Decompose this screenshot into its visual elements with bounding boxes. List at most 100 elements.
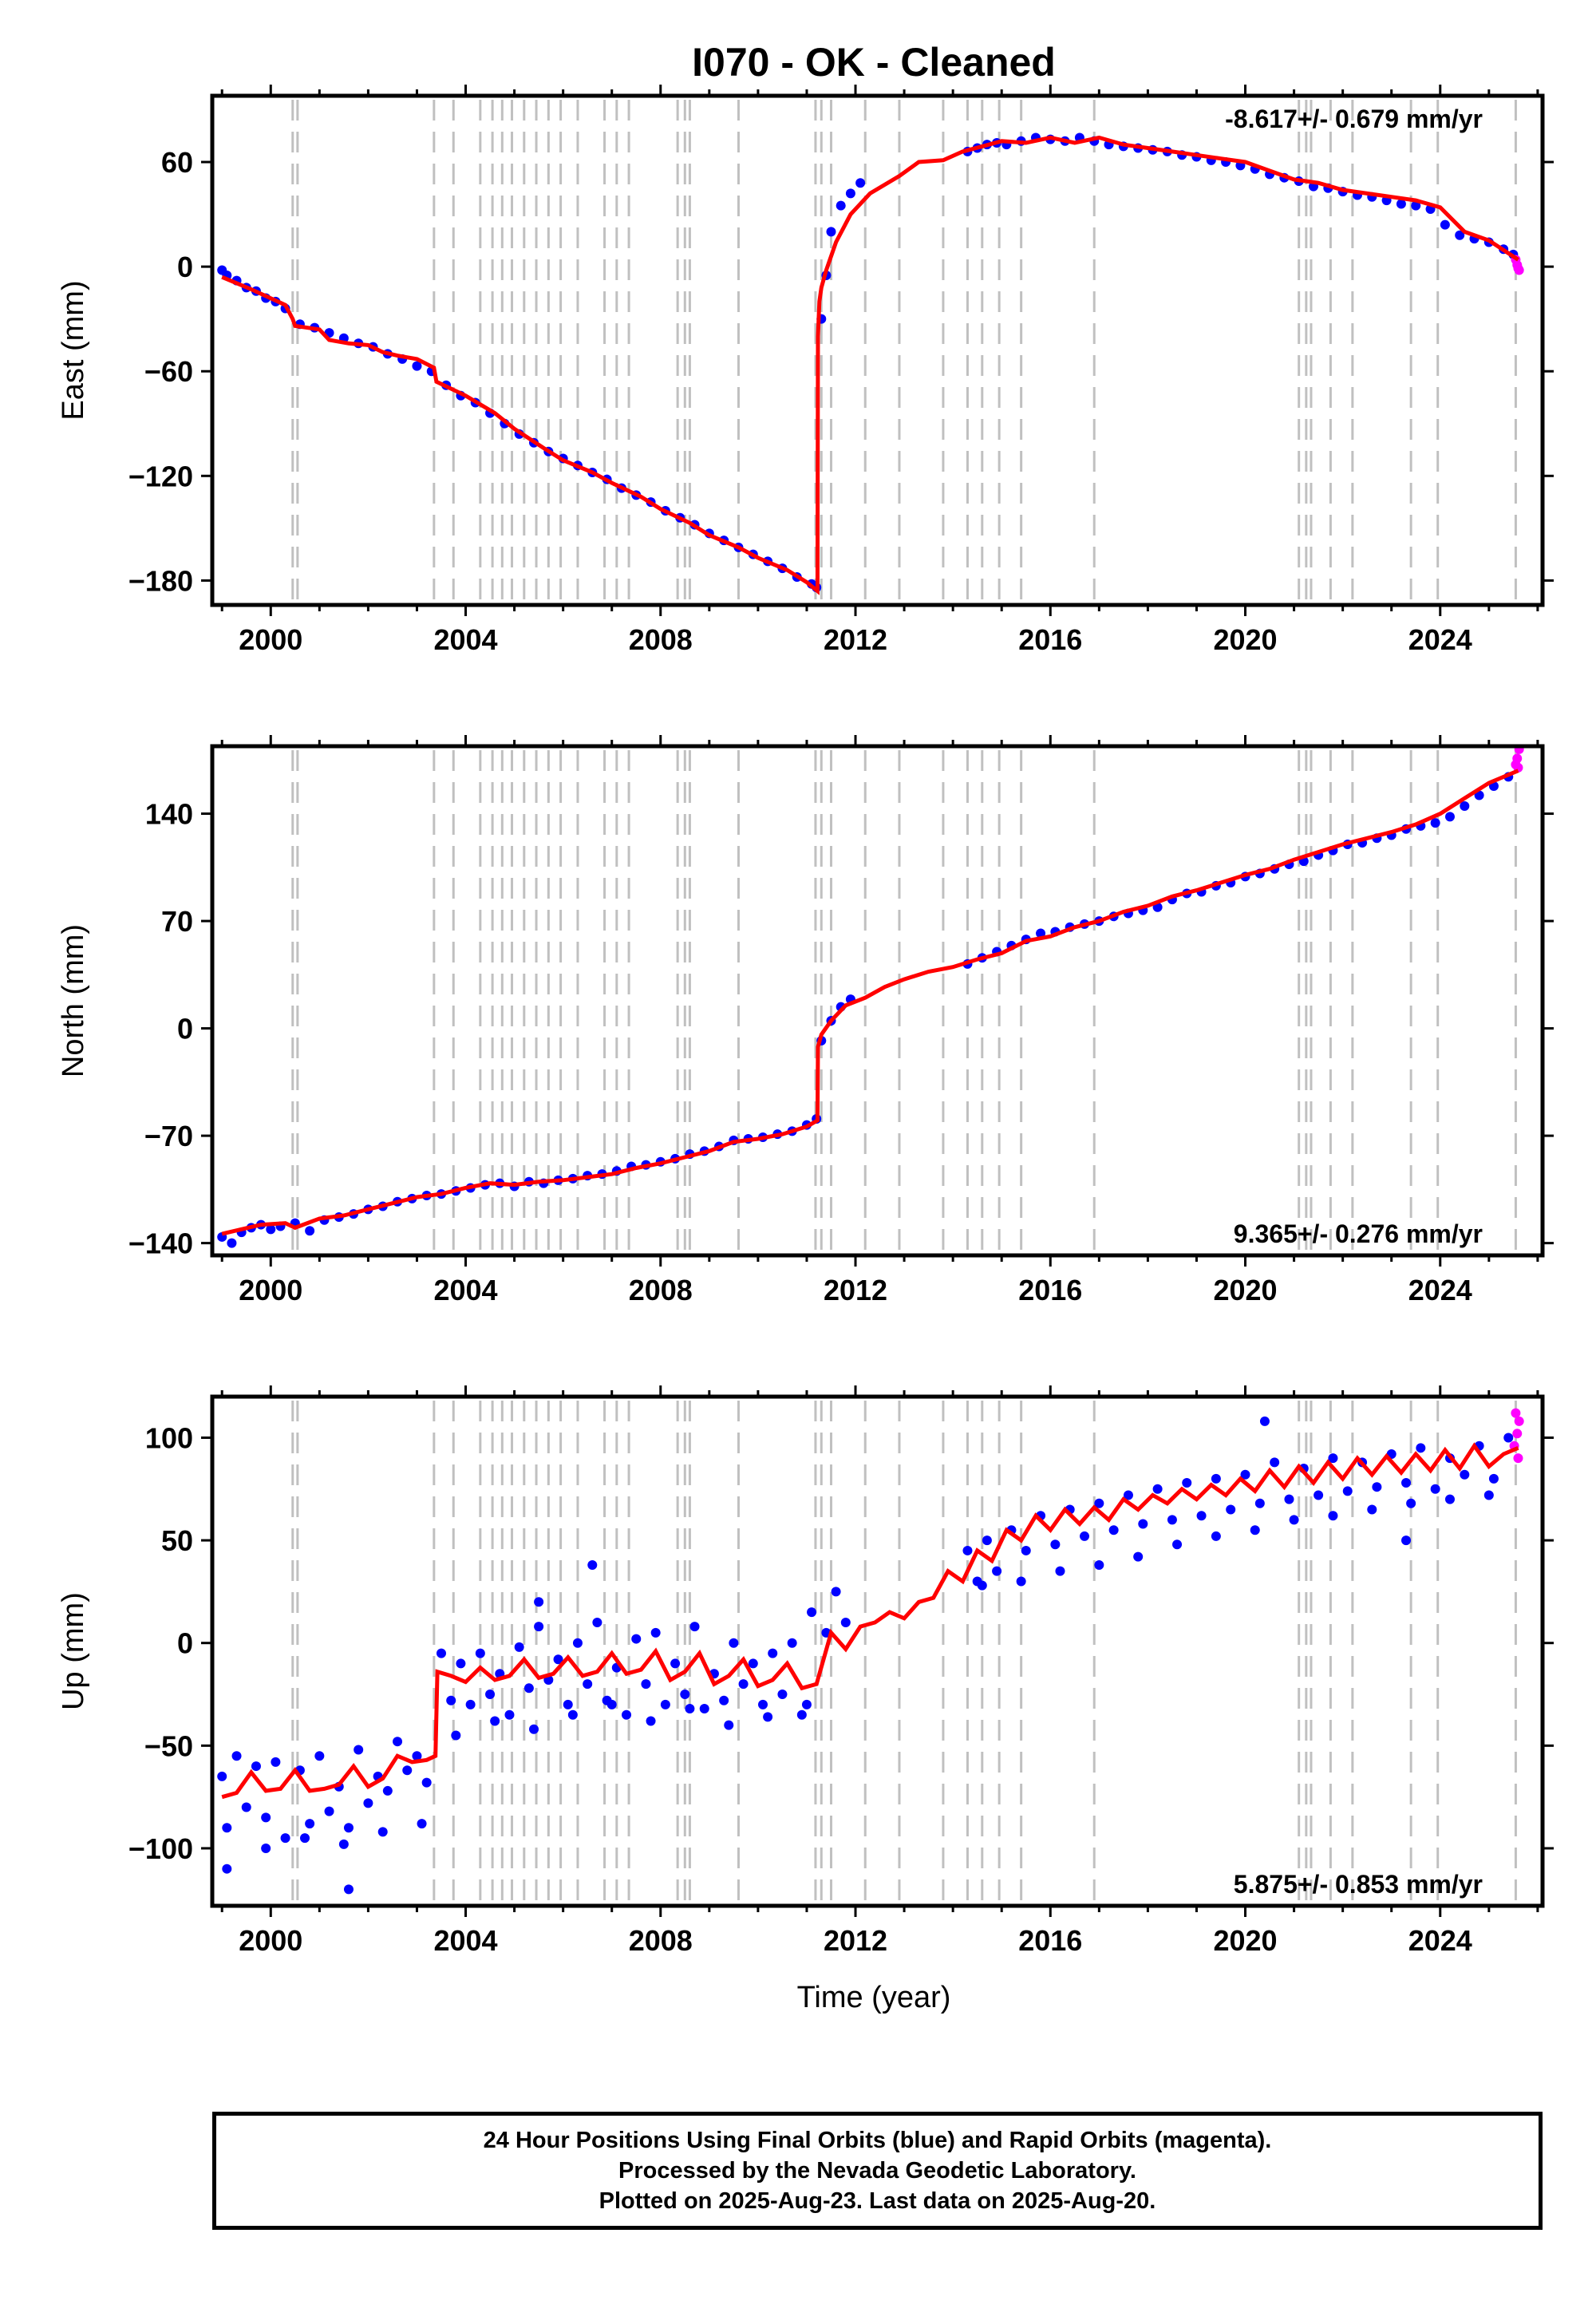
data-point (1328, 1511, 1338, 1521)
data-point (1284, 1494, 1294, 1504)
data-point (314, 1751, 325, 1761)
y-tick-label: 70 (161, 905, 193, 938)
data-point (1182, 1478, 1192, 1488)
data-point (1401, 1535, 1412, 1546)
data-point (622, 1709, 632, 1720)
chart-figure: I070 - OK - Cleaned 2000 2004 2008 2012 2016… (57, 40, 1554, 2014)
data-point (338, 1839, 349, 1849)
data-point (261, 1843, 271, 1853)
data-points (217, 1408, 1524, 1895)
series-final-orbits (217, 1416, 1514, 1895)
data-point (1512, 753, 1523, 764)
y-tick-label: 60 (161, 146, 193, 179)
data-point (1372, 1482, 1382, 1492)
data-point (685, 1704, 695, 1714)
data-point (490, 1716, 500, 1726)
data-point (641, 1679, 651, 1690)
data-point (1196, 1511, 1207, 1521)
x-tick-label: 2016 (1018, 623, 1082, 656)
y-tick-label: −100 (128, 1832, 193, 1865)
y-tick-label: 50 (161, 1524, 193, 1557)
data-point (300, 1833, 310, 1844)
data-point (436, 1648, 446, 1658)
data-point (1172, 1539, 1183, 1550)
data-point (787, 1638, 797, 1648)
data-point (1152, 1484, 1163, 1494)
data-point (1503, 1433, 1514, 1443)
data-point (1511, 1408, 1521, 1418)
x-tick-label: 2020 (1213, 623, 1277, 656)
panel-1: 2000 2004 2008 2012 2016 2020 2024 60 0 −60 −120 −1… (57, 85, 1554, 656)
rate-annotation: 5.875+/- 0.853 mm/yr (1234, 1870, 1483, 1899)
data-point (456, 1658, 466, 1669)
data-point (1211, 1531, 1221, 1541)
plot-frame (210, 93, 1545, 607)
y-tick-label: 0 (177, 251, 193, 283)
data-point (1483, 1490, 1494, 1500)
data-point (534, 1597, 544, 1607)
y-tick-label: 100 (145, 1421, 193, 1454)
data-point (324, 1806, 334, 1816)
data-point (1440, 219, 1450, 230)
data-point (1430, 1484, 1440, 1494)
series-rapid-orbits (1511, 746, 1524, 773)
data-point (280, 1833, 290, 1844)
data-point (529, 1724, 539, 1734)
data-point (729, 1638, 739, 1648)
data-point (796, 1709, 807, 1720)
data-point (382, 1785, 393, 1796)
data-point (689, 1622, 700, 1632)
y-tick-label: 0 (177, 1627, 193, 1660)
data-point (738, 1679, 749, 1690)
data-point (572, 1638, 583, 1648)
x-tick-label: 2024 (1408, 623, 1472, 656)
data-point (227, 1238, 237, 1248)
x-tick-label: 2020 (1213, 1924, 1277, 1957)
data-point (412, 361, 422, 371)
data-point (977, 1580, 987, 1591)
data-point (451, 1730, 461, 1741)
y-axis-label: East (mm) (57, 280, 90, 420)
data-point (801, 1699, 812, 1709)
data-point (650, 1627, 661, 1638)
data-point (855, 178, 866, 188)
data-point (1289, 1515, 1299, 1525)
footer-line-1: 24 Hour Positions Using Final Orbits (bl… (483, 2128, 1272, 2153)
data-point (563, 1699, 573, 1709)
footer-box: 24 Hour Positions Using Final Orbits (bl… (212, 2112, 1543, 2230)
data-point (1080, 1531, 1090, 1541)
data-point (1021, 1545, 1031, 1555)
x-tick-label: 2008 (629, 1924, 693, 1957)
data-point (1514, 1416, 1524, 1426)
data-point (393, 1737, 403, 1747)
data-point (1270, 1457, 1280, 1468)
data-point (587, 1559, 598, 1570)
data-point (992, 1566, 1002, 1576)
data-point (1455, 230, 1465, 240)
model-line (221, 1442, 1519, 1800)
data-point (1250, 1525, 1260, 1535)
data-point (222, 1863, 232, 1874)
data-point (1254, 1498, 1265, 1508)
data-point (343, 1823, 354, 1833)
data-point (768, 1648, 778, 1658)
data-point (1133, 1551, 1144, 1562)
x-tick-label: 2020 (1213, 1274, 1277, 1306)
data-point (523, 1683, 534, 1694)
data-point (271, 1757, 281, 1767)
rate-annotation: 9.365+/- 0.276 mm/yr (1234, 1219, 1483, 1248)
model-line (221, 769, 1519, 1236)
data-point (465, 1699, 476, 1709)
data-point (646, 1716, 656, 1726)
model-line (221, 135, 1519, 595)
x-tick-label: 2024 (1408, 1274, 1472, 1306)
data-point (1411, 200, 1421, 211)
data-point (1138, 1519, 1148, 1529)
y-axis-label: Up (mm) (57, 1592, 90, 1710)
data-point (222, 1823, 232, 1833)
data-point (606, 1699, 617, 1709)
data-point (417, 1819, 427, 1829)
data-point (305, 1226, 315, 1236)
data-point (475, 1648, 485, 1658)
